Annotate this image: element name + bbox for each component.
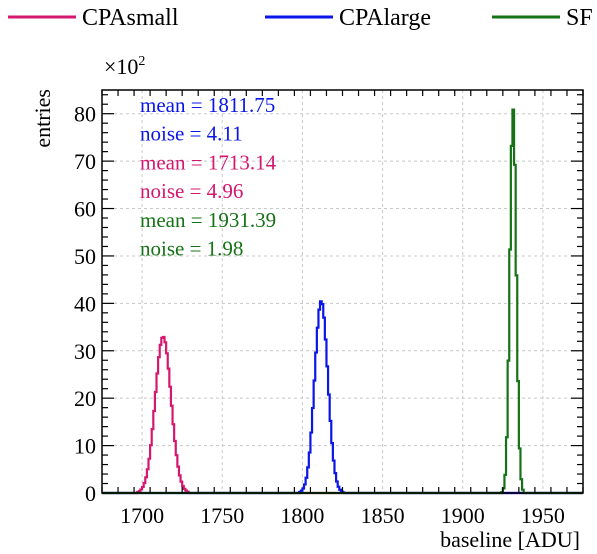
grid-lines <box>102 90 583 493</box>
legend-label-cpalarge: CPAlarge <box>339 5 431 31</box>
y-tick-label: 30 <box>74 339 96 364</box>
x-axis-label: baseline [ADU] <box>440 527 580 552</box>
legend-label-sf: SF <box>566 5 593 31</box>
y-tick-label: 60 <box>74 197 96 222</box>
stats-line-cpalarge: noise = 4.11 <box>140 122 243 146</box>
stats-line-cpalarge: mean = 1811.75 <box>140 93 275 117</box>
y-multiplier-label: ×102 <box>104 54 145 79</box>
y-axis-label: entries <box>30 89 55 148</box>
stats-line-cpasmall: mean = 1713.14 <box>140 150 277 174</box>
x-tick-label: 1750 <box>200 503 244 528</box>
legend: CPAsmall CPAlarge SF <box>8 5 593 31</box>
y-tick-label: 0 <box>85 481 96 506</box>
x-tick-label: 1850 <box>361 503 405 528</box>
stats-line-sf: noise = 1.98 <box>140 237 243 261</box>
x-tick-label: 1800 <box>280 503 324 528</box>
legend-label-cpasmall: CPAsmall <box>82 5 179 31</box>
series-line-cpasmall <box>102 335 583 495</box>
stats-box: mean = 1811.75 noise = 4.11 mean = 1713.14… <box>140 93 277 261</box>
y-tick-label: 70 <box>74 149 96 174</box>
y-tick-label: 10 <box>74 434 96 459</box>
x-tick-label: 1950 <box>521 503 565 528</box>
y-multiplier-exponent: 2 <box>138 54 145 69</box>
axis-ticks: 1700 1750 1800 1850 1900 1950 0 10 20 30 40 50 60 70 8… <box>74 90 584 528</box>
y-tick-label: 40 <box>74 291 96 316</box>
x-tick-label: 1900 <box>441 503 485 528</box>
stats-line-sf: mean = 1931.39 <box>140 208 276 232</box>
stats-line-cpasmall: noise = 4.96 <box>140 179 243 203</box>
x-tick-label: 1700 <box>120 503 164 528</box>
y-tick-label: 80 <box>74 102 96 127</box>
y-tick-label: 20 <box>74 386 96 411</box>
series-line-cpalarge <box>102 300 583 495</box>
y-tick-label: 50 <box>74 244 96 269</box>
y-multiplier-base: ×10 <box>104 54 138 79</box>
